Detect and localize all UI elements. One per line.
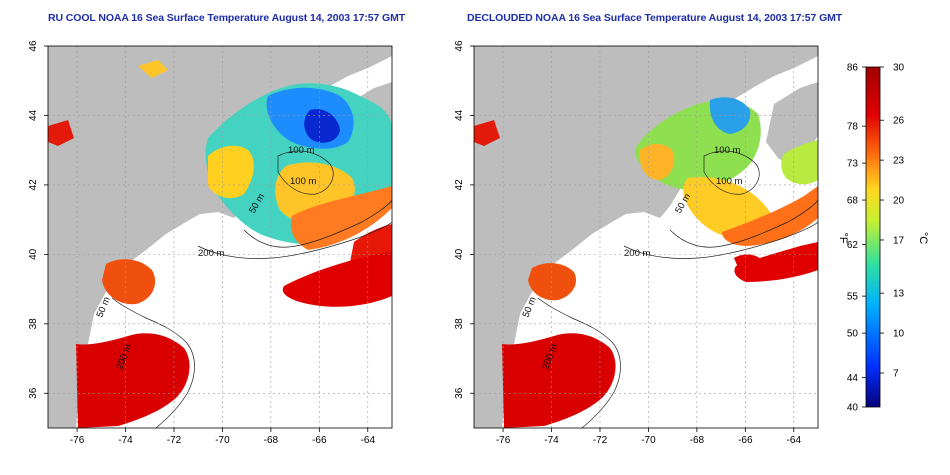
lon-tick-label: -76 <box>496 435 511 446</box>
latitude-ticks: 46 44 42 40 38 36 <box>28 40 48 399</box>
fahrenheit-tick-label: 73 <box>847 159 859 170</box>
lon-tick-label: -66 <box>312 435 327 446</box>
fahrenheit-unit-label: °F <box>837 232 849 243</box>
lon-tick-label: -74 <box>118 435 133 446</box>
fahrenheit-tick-label: 40 <box>847 403 859 414</box>
sst-patches <box>48 60 392 428</box>
celsius-tick-label: 7 <box>893 369 899 380</box>
lat-tick-label: 44 <box>454 109 465 121</box>
coordinate-grid <box>474 46 818 428</box>
fahrenheit-tick-label: 86 <box>847 63 859 74</box>
lat-tick-label: 46 <box>28 40 39 52</box>
celsius-unit-label: °C <box>917 232 929 244</box>
lat-tick-label: 44 <box>28 109 39 121</box>
celsius-tick-label: 20 <box>893 196 905 207</box>
colorbar-gradient <box>865 66 881 408</box>
fahrenheit-tick-label: 62 <box>847 240 859 251</box>
bathymetry-contours <box>111 150 393 429</box>
fahrenheit-tick-label: 50 <box>847 329 859 340</box>
left-sst-map: 100 m 100 m 50 m 200 m 50 m 200 m -76 -74… <box>28 40 393 446</box>
lon-tick-label: -68 <box>690 435 705 446</box>
lon-tick-label: -64 <box>787 435 802 446</box>
lon-tick-label: -72 <box>593 435 608 446</box>
celsius-tick-label: 26 <box>893 116 905 127</box>
contour-label: 100 m <box>288 145 314 156</box>
temperature-colorbar: 86 78 73 68 62 55 50 44 40 30 26 23 20 17 13 10 7 °F °C <box>837 63 929 414</box>
celsius-ticks: 30 26 23 20 17 13 10 7 <box>880 63 905 380</box>
map-frame <box>47 45 393 429</box>
longitude-ticks: -76 -74 -72 -70 -68 -66 -64 <box>70 428 376 446</box>
longitude-ticks: -76 -74 -72 -70 -68 -66 -64 <box>496 428 802 446</box>
lon-tick-label: -76 <box>70 435 85 446</box>
right-sst-map: 100 m 100 m 50 m 200 m 50 m 200 m -76 -74… <box>454 40 819 446</box>
right-map-title: DECLOUDED NOAA 16 Sea Surface Temperatur… <box>467 12 843 24</box>
celsius-tick-label: 30 <box>893 63 905 74</box>
lon-tick-label: -68 <box>264 435 279 446</box>
lat-tick-label: 40 <box>28 248 39 260</box>
fahrenheit-tick-label: 44 <box>847 373 859 384</box>
contour-label: 100 m <box>714 145 740 156</box>
fahrenheit-tick-label: 55 <box>847 292 859 303</box>
celsius-tick-label: 17 <box>893 235 905 246</box>
lon-tick-label: -70 <box>215 435 230 446</box>
lat-tick-label: 38 <box>28 318 39 330</box>
fahrenheit-tick-label: 68 <box>847 196 859 207</box>
celsius-tick-label: 10 <box>893 329 905 340</box>
contour-label: 200 m <box>198 248 224 259</box>
fahrenheit-tick-label: 78 <box>847 122 859 133</box>
lon-tick-label: -64 <box>361 435 376 446</box>
map-frame <box>473 45 819 429</box>
celsius-tick-label: 13 <box>893 289 905 300</box>
bathymetry-contours <box>537 150 819 429</box>
fahrenheit-ticks: 86 78 73 68 62 55 50 44 40 <box>847 63 866 414</box>
lon-tick-label: -66 <box>738 435 753 446</box>
lon-tick-label: -72 <box>167 435 182 446</box>
lat-tick-label: 38 <box>454 318 465 330</box>
contour-label: 200 m <box>624 248 650 259</box>
lat-tick-label: 36 <box>454 387 465 399</box>
left-map-title: RU COOL NOAA 16 Sea Surface Temperature … <box>48 12 406 24</box>
contour-label: 100 m <box>716 176 742 187</box>
lat-tick-label: 42 <box>28 179 39 191</box>
lon-tick-label: -74 <box>544 435 559 446</box>
latitude-ticks: 46 44 42 40 38 36 <box>454 40 474 399</box>
lat-tick-label: 42 <box>454 179 465 191</box>
lat-tick-label: 40 <box>454 248 465 260</box>
lat-tick-label: 36 <box>28 387 39 399</box>
celsius-tick-label: 23 <box>893 156 905 167</box>
lon-tick-label: -70 <box>641 435 656 446</box>
coordinate-grid <box>48 46 392 428</box>
contour-label: 100 m <box>290 176 316 187</box>
lat-tick-label: 46 <box>454 40 465 52</box>
